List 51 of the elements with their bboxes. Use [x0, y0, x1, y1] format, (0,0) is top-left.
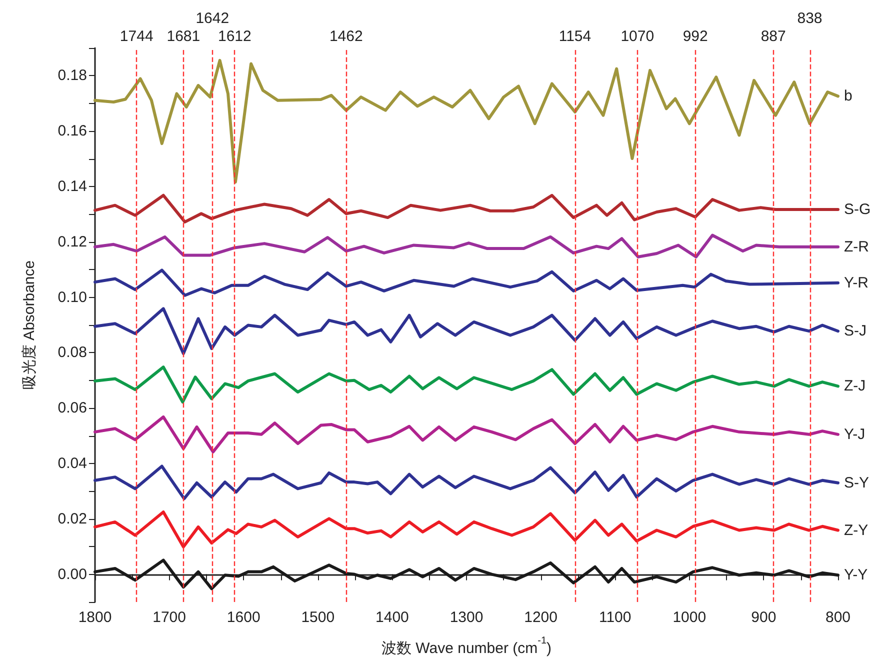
y-tick-label: 0.00 — [58, 566, 87, 583]
x-tick-label: 1300 — [450, 609, 484, 626]
ref-line-label: 838 — [797, 10, 822, 27]
ref-line-label: 1154 — [558, 28, 592, 45]
line-series — [94, 366, 840, 404]
x-tick-label: 1700 — [152, 609, 186, 626]
ref-line-label: 1462 — [329, 28, 363, 45]
series-label: Y-J — [844, 426, 866, 443]
line-series — [94, 464, 840, 500]
x-tick-label: 800 — [825, 609, 851, 626]
line-series — [94, 307, 840, 356]
series-label: Z-Y — [844, 522, 868, 539]
ref-line-label: 887 — [760, 28, 786, 45]
series-label: b — [844, 88, 852, 105]
line-series — [94, 510, 840, 548]
ref-line-label: 1642 — [196, 10, 230, 27]
y-tick-label: 0.04 — [58, 455, 87, 472]
ref-line-label: 1612 — [218, 28, 252, 45]
x-tick-label: 1000 — [672, 609, 706, 626]
x-tick-label: 900 — [751, 609, 776, 626]
line-series — [94, 234, 840, 258]
x-tick-label: 1800 — [78, 609, 112, 626]
ref-line-label: 1070 — [620, 28, 654, 45]
x-tick-label: 1200 — [524, 609, 558, 626]
y-tick-label: 0.08 — [58, 344, 87, 362]
y-tick-label: 0.02 — [58, 510, 87, 528]
line-series — [94, 58, 840, 184]
y-tick-label: 0.10 — [58, 288, 87, 306]
series-label: S-G — [844, 200, 871, 218]
ref-line-label: 992 — [682, 28, 708, 45]
x-tick-label: 1600 — [226, 609, 260, 626]
y-tick-label: 0.18 — [58, 67, 87, 84]
y-tick-label: 0.16 — [58, 122, 87, 140]
series-label: S-J — [844, 322, 866, 340]
series-label: S-Y — [844, 474, 870, 492]
x-tick-label: 1400 — [376, 609, 409, 626]
series-label: Y-Y — [844, 566, 868, 584]
line-series — [94, 415, 840, 454]
y-tick-label: 0.12 — [58, 233, 87, 250]
y-tick-label: 0.06 — [58, 400, 87, 417]
ref-line-label: 1744 — [120, 28, 154, 45]
line-series — [94, 268, 840, 297]
y-tick-label: 0.14 — [58, 178, 87, 195]
y-axis-title: 吸光度 Absorbance — [21, 260, 38, 390]
ref-line-label: 1681 — [166, 28, 200, 45]
series-label: Z-J — [844, 378, 866, 395]
x-tick-label: 1500 — [301, 609, 335, 626]
line-series — [94, 194, 840, 224]
series-label: Y-R — [844, 274, 869, 292]
series-label: Z-R — [844, 238, 870, 256]
x-tick-label: 1100 — [598, 609, 632, 626]
